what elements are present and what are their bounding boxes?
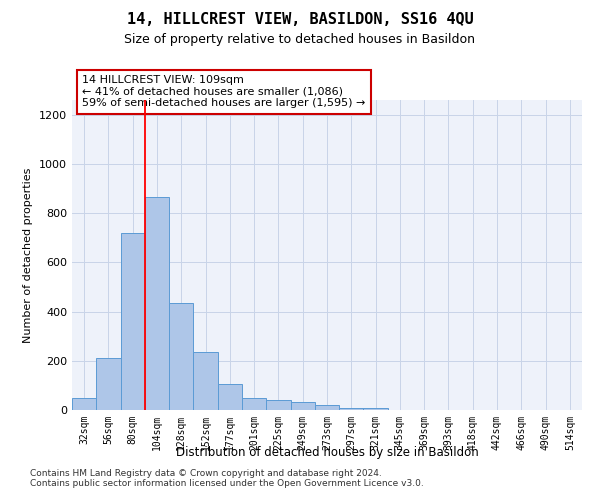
- Bar: [218, 384, 242, 410]
- Bar: [364, 408, 388, 410]
- Text: 14 HILLCREST VIEW: 109sqm
← 41% of detached houses are smaller (1,086)
59% of se: 14 HILLCREST VIEW: 109sqm ← 41% of detac…: [82, 75, 365, 108]
- Text: Contains HM Land Registry data © Crown copyright and database right 2024.: Contains HM Land Registry data © Crown c…: [30, 468, 382, 477]
- Bar: [96, 358, 121, 410]
- Bar: [193, 352, 218, 410]
- Bar: [169, 303, 193, 410]
- Text: Contains public sector information licensed under the Open Government Licence v3: Contains public sector information licen…: [30, 478, 424, 488]
- Bar: [339, 408, 364, 410]
- Bar: [290, 402, 315, 410]
- Text: Distribution of detached houses by size in Basildon: Distribution of detached houses by size …: [176, 446, 478, 459]
- Text: Size of property relative to detached houses in Basildon: Size of property relative to detached ho…: [125, 32, 476, 46]
- Bar: [145, 197, 169, 410]
- Bar: [315, 404, 339, 410]
- Text: 14, HILLCREST VIEW, BASILDON, SS16 4QU: 14, HILLCREST VIEW, BASILDON, SS16 4QU: [127, 12, 473, 28]
- Bar: [266, 400, 290, 410]
- Bar: [121, 233, 145, 410]
- Bar: [72, 398, 96, 410]
- Bar: [242, 398, 266, 410]
- Y-axis label: Number of detached properties: Number of detached properties: [23, 168, 34, 342]
